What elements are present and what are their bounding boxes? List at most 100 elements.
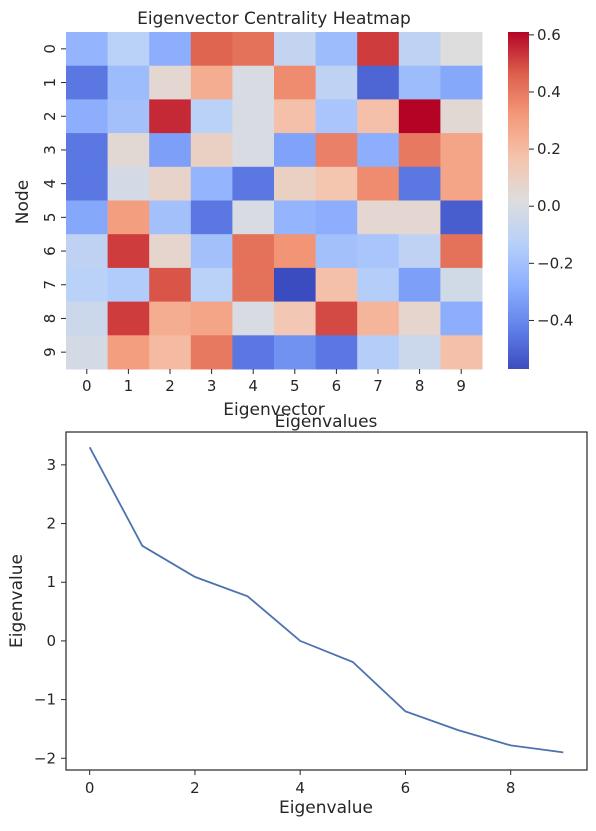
heatmap-y-tick-label: 0 [41, 44, 59, 54]
heatmap-cell [274, 32, 317, 67]
heatmap-cell [315, 65, 358, 100]
heatmap-cell [107, 267, 150, 303]
heatmap-cell [357, 133, 400, 168]
line-x-tick-label: 8 [506, 779, 516, 797]
heatmap-cell [315, 267, 358, 303]
heatmap-cell [315, 301, 358, 336]
heatmap-cell [190, 133, 233, 168]
heatmap-cell [440, 267, 483, 303]
heatmap-y-axis-label: Node [13, 180, 33, 224]
heatmap-x-tick-label: 1 [124, 377, 134, 395]
line-y-tick-label: 1 [46, 573, 56, 591]
heatmap-cell [66, 32, 109, 67]
heatmap-cell [440, 234, 483, 269]
heatmap-cell [232, 65, 275, 100]
heatmap-cell [440, 32, 483, 67]
heatmap-cell [107, 301, 150, 336]
colorbar-gradient [508, 32, 529, 369]
heatmap-y-tick-label: 6 [41, 246, 59, 256]
heatmap-cell [440, 99, 483, 134]
heatmap-cell [190, 32, 233, 67]
heatmap-cell [315, 200, 358, 235]
heatmap-cell [398, 99, 441, 134]
line-chart-title: Eigenvalues [275, 412, 378, 432]
line-x-ticks: 0 2 4 6 8 [85, 770, 516, 797]
heatmap-cell [190, 200, 233, 235]
heatmap-cell [66, 200, 109, 235]
heatmap-cell [190, 301, 233, 336]
heatmap-cell [398, 335, 441, 370]
line-y-tick-label: 2 [46, 515, 56, 533]
heatmap-cell [398, 32, 441, 67]
heatmap-cell [357, 65, 400, 100]
heatmap-x-tick-label: 9 [456, 377, 466, 395]
heatmap-cell [149, 234, 192, 269]
line-y-tick-label: −2 [34, 749, 56, 767]
heatmap-cell [398, 133, 441, 168]
heatmap-cell [274, 200, 317, 235]
heatmap-cell [232, 133, 275, 168]
heatmap-cell [190, 166, 233, 201]
heatmap-cell [274, 133, 317, 168]
heatmap-x-ticks: 0 1 2 3 4 5 6 7 8 9 [82, 369, 466, 395]
heatmap-cell [149, 32, 192, 67]
line-x-tick-label: 2 [190, 779, 200, 797]
line-x-tick-label: 6 [401, 779, 411, 797]
heatmap-cell [107, 200, 150, 235]
heatmap-cell [66, 335, 109, 370]
heatmap-cell [232, 301, 275, 336]
heatmap-x-tick-label: 2 [165, 377, 175, 395]
heatmap-cell [190, 234, 233, 269]
colorbar-tick-label: 0.0 [537, 197, 561, 215]
heatmap-x-tick-label: 7 [373, 377, 383, 395]
heatmap-cell [149, 99, 192, 134]
heatmap-cell [440, 335, 483, 370]
colorbar-tick-label: −0.2 [537, 254, 573, 272]
heatmap-cell [398, 301, 441, 336]
heatmap-cell [149, 301, 192, 336]
heatmap-cell [232, 234, 275, 269]
heatmap-cell [66, 166, 109, 201]
heatmap-cell [357, 99, 400, 134]
heatmap-cells [66, 32, 483, 370]
colorbar: 0.6 0.4 0.2 0.0 −0.2 −0.4 [508, 26, 573, 369]
heatmap-cell [190, 267, 233, 303]
heatmap-cell [149, 166, 192, 201]
heatmap-cell [357, 200, 400, 235]
heatmap-cell [440, 166, 483, 201]
colorbar-ticks: 0.6 0.4 0.2 0.0 −0.2 −0.4 [529, 26, 573, 329]
line-y-axis-label: Eigenvalue [7, 554, 27, 648]
colorbar-tick-label: 0.4 [537, 83, 561, 101]
heatmap-cell [232, 32, 275, 67]
heatmap-x-tick-label: 3 [207, 377, 217, 395]
heatmap-cell [232, 99, 275, 134]
heatmap-cell [149, 65, 192, 100]
heatmap-cell [149, 267, 192, 303]
heatmap-cell [398, 65, 441, 100]
heatmap-cell [440, 200, 483, 235]
colorbar-tick-label: −0.4 [537, 311, 573, 329]
heatmap-cell [232, 335, 275, 370]
heatmap-cell [232, 267, 275, 303]
heatmap-cell [315, 32, 358, 67]
heatmap-title: Eigenvector Centrality Heatmap [137, 9, 411, 29]
heatmap-cell [357, 267, 400, 303]
heatmap-cell [232, 200, 275, 235]
heatmap-cell [66, 301, 109, 336]
heatmap-y-tick-label: 7 [41, 280, 59, 290]
heatmap-x-tick-label: 4 [248, 377, 258, 395]
heatmap-cell [190, 99, 233, 134]
heatmap-cell [66, 99, 109, 134]
heatmap-cell [398, 267, 441, 303]
heatmap-cell [107, 32, 150, 67]
heatmap-cell [274, 301, 317, 336]
heatmap-x-tick-label: 0 [82, 377, 92, 395]
heatmap-cell [357, 166, 400, 201]
heatmap-x-axis-label: Eigenvector [223, 400, 324, 420]
line-y-tick-label: 0 [46, 632, 56, 650]
heatmap-y-tick-label: 5 [41, 213, 59, 223]
heatmap-y-tick-label: 9 [41, 347, 59, 357]
heatmap-cell [149, 335, 192, 370]
heatmap-cell [107, 133, 150, 168]
heatmap-cell [107, 234, 150, 269]
